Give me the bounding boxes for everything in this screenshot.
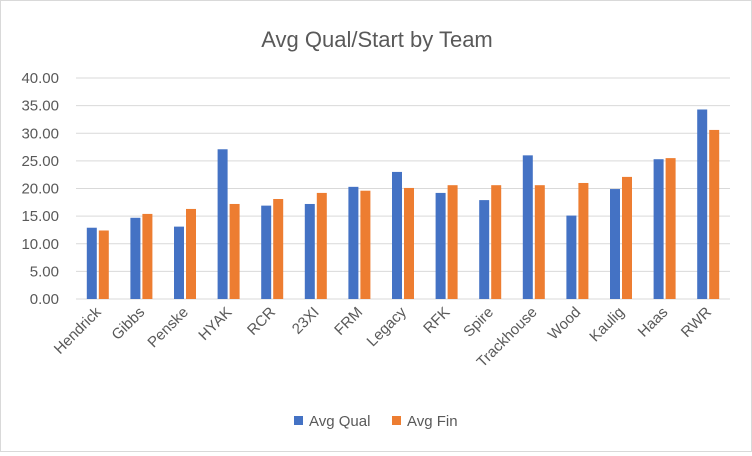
x-tick-label: 23XI [289, 304, 323, 338]
x-tick-label: Gibbs [108, 304, 148, 344]
x-tick-label: RFK [420, 304, 453, 337]
x-tick-label: Haas [635, 304, 672, 341]
legend-swatch [392, 416, 401, 425]
legend-swatch [294, 416, 303, 425]
bar-avg-fin [491, 185, 502, 299]
x-tick-label: RWR [678, 304, 715, 341]
bar-avg-qual [566, 215, 577, 299]
bar-avg-fin [186, 208, 196, 299]
bar-avg-qual [217, 149, 228, 299]
x-tick-label: Kaulig [586, 304, 628, 346]
bar-avg-qual [86, 227, 97, 299]
bar-avg-qual [522, 155, 533, 299]
y-tick-label: 15.00 [21, 208, 59, 225]
y-tick-label: 0.00 [30, 291, 59, 308]
bar-avg-qual [348, 186, 359, 299]
bar-avg-qual [610, 189, 620, 299]
x-tick-label: FRM [331, 304, 366, 339]
y-tick-label: 40.00 [21, 70, 59, 87]
x-tick-label: Wood [545, 304, 585, 344]
bar-avg-qual [479, 200, 490, 299]
y-tick-label: 30.00 [21, 125, 59, 142]
bar-avg-fin [142, 213, 153, 299]
bar-avg-fin [447, 185, 458, 299]
bar-avg-qual [261, 205, 272, 299]
y-tick-label: 25.00 [21, 153, 59, 170]
x-tick-label: Spire [460, 304, 497, 341]
bar-avg-fin [98, 230, 109, 299]
chart-title: Avg Qual/Start by Team [261, 27, 493, 52]
bar-avg-fin [665, 158, 676, 299]
legend-label: Avg Qual [309, 413, 370, 430]
bar-avg-fin [578, 182, 589, 299]
y-tick-label: 35.00 [21, 98, 59, 115]
y-tick-label: 5.00 [30, 263, 59, 280]
bar-avg-qual [653, 159, 664, 299]
bar-avg-qual [174, 226, 184, 299]
bar-avg-qual [435, 192, 446, 299]
x-tick-label: HYAK [195, 304, 235, 344]
x-tick-label: Legacy [364, 303, 411, 350]
bar-avg-qual [130, 217, 141, 299]
legend-label: Avg Fin [407, 413, 458, 430]
bar-avg-fin [273, 198, 284, 299]
bar-avg-fin [360, 190, 371, 299]
bar-avg-fin [404, 187, 414, 299]
y-tick-label: 20.00 [21, 181, 59, 198]
x-tick-label: Hendrick [51, 303, 105, 357]
bar-avg-fin [229, 203, 240, 299]
bar-avg-qual [392, 171, 402, 299]
bar-avg-fin [709, 129, 720, 299]
x-tick-label: Penske [144, 304, 191, 351]
bar-avg-fin [316, 192, 327, 299]
bar-avg-qual [697, 109, 708, 300]
y-tick-label: 10.00 [21, 236, 59, 253]
bar-avg-fin [534, 185, 545, 299]
x-tick-label: RCR [244, 304, 279, 339]
bar-avg-fin [622, 176, 632, 299]
bar-avg-qual [304, 203, 315, 299]
